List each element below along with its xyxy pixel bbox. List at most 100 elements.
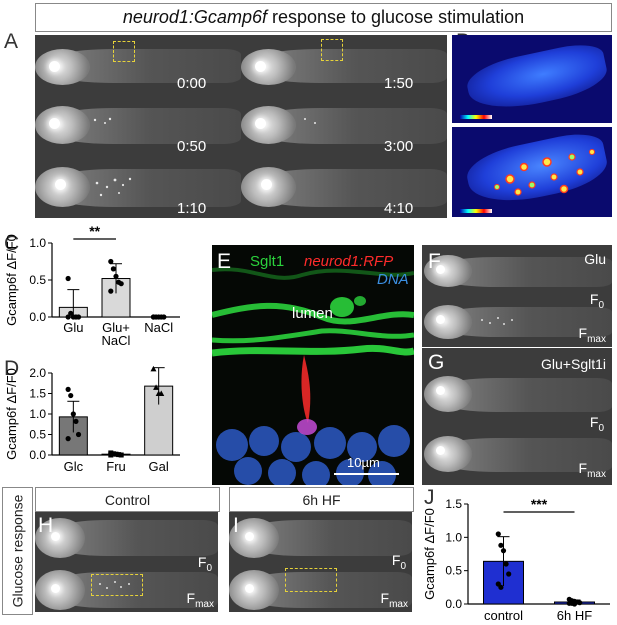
panel-e-image: Sglt1 neurod1:RFP DNA lumen 10µm (212, 245, 414, 485)
scale-bar (334, 473, 399, 475)
y-tick-label: 0.0 (445, 597, 462, 611)
f0-label: F0 (589, 414, 604, 434)
data-point (113, 273, 119, 279)
y-tick-label: 1.0 (445, 530, 462, 544)
fish-tile (241, 35, 447, 96)
roi-box (321, 39, 343, 61)
chart-d: 0.0 0.5 1.0 1.5 2.0 Gcamp6f ΔF/F0 Glc Fru Gal (4, 365, 180, 474)
y-tick-label: 2.0 (29, 366, 46, 380)
x-tick-label: NaCl (144, 320, 173, 335)
data-point (571, 601, 578, 607)
roi-box (113, 41, 135, 62)
y-tick-label: 0.5 (29, 428, 46, 442)
data-point (65, 314, 71, 320)
x-tick-label: 6h HF (557, 608, 592, 623)
roi-box (285, 568, 337, 592)
f0-label: F0 (197, 554, 212, 574)
y-tick-label: 0.5 (29, 273, 46, 287)
title-gene: neurod1:Gcamp6f (122, 7, 267, 27)
title-rest: response to glucose stimulation (266, 7, 525, 27)
panel-label-j: J (424, 486, 435, 509)
data-point (161, 314, 167, 320)
timestamp: 4:10 (384, 200, 414, 217)
timestamp: 0:50 (177, 138, 207, 155)
data-point (75, 431, 82, 438)
header-6h-hf: 6h HF (229, 487, 414, 512)
fmax-label: Fmax (578, 460, 606, 480)
fish-tile (241, 96, 447, 157)
fmax-label: Fmax (380, 590, 408, 610)
data-point (506, 571, 512, 577)
y-tick-label: 0.5 (445, 564, 462, 578)
data-point (65, 386, 71, 392)
header-control: Control (35, 487, 220, 512)
fmax-label: Fmax (578, 325, 606, 345)
data-point (495, 531, 501, 537)
data-point (116, 452, 122, 458)
data-point (150, 365, 157, 372)
significance-label: *** (531, 496, 548, 512)
x-tick-label: Glu+ (102, 320, 130, 335)
data-point (577, 600, 583, 606)
panel-h-image: F0 Fmax (35, 512, 218, 612)
side-label-text: Glucose response (9, 494, 26, 608)
legend-rfp: neurod1:RFP (304, 253, 394, 270)
data-point (498, 584, 504, 590)
y-tick-label: 1.5 (29, 387, 46, 401)
y-tick-label: 1.0 (29, 236, 46, 250)
data-point (110, 266, 116, 272)
fish-tile (35, 35, 241, 96)
y-axis-label: Gcamp6f ΔF/F0 (4, 234, 19, 326)
data-point (70, 411, 76, 417)
y-tick-label: 0.0 (29, 310, 46, 324)
x-tick-label: NaCl (102, 333, 131, 348)
x-tick-label: control (484, 608, 523, 623)
cell-spots (93, 117, 316, 197)
panel-label-c: C (4, 232, 20, 255)
panel-label-d: D (4, 357, 20, 380)
fish-tile (35, 96, 241, 157)
data-point (108, 452, 114, 458)
timestamp: 0:00 (177, 75, 207, 92)
lumen-label: lumen (292, 305, 333, 322)
data-point (75, 314, 82, 320)
significance-label: ** (89, 225, 100, 239)
x-tick-label: Glc (64, 459, 84, 474)
data-point (68, 392, 74, 399)
data-point (110, 451, 116, 457)
x-tick-label: Gal (149, 459, 169, 474)
panel-label-g: G (428, 351, 445, 374)
panel-label-h: H (38, 514, 54, 537)
data-point (498, 542, 504, 548)
data-point (65, 436, 71, 442)
panel-b-heatmap-bottom (452, 127, 612, 217)
data-point (118, 452, 124, 458)
panel-label-e: E (217, 250, 232, 273)
panel-label-i: I (233, 514, 239, 537)
x-tick-label: Fru (106, 459, 126, 474)
condition-label: Glu+Sglt1i (541, 356, 606, 372)
panel-a-image: 0:00 0:50 1:10 1:50 3:00 4:10 (35, 35, 447, 218)
data-point (73, 418, 79, 424)
data-point (68, 310, 74, 316)
panel-label-f: F (428, 250, 441, 273)
fish-tile (241, 157, 447, 218)
data-point (153, 384, 160, 390)
f0-label: F0 (391, 552, 406, 572)
timestamp: 1:50 (384, 75, 414, 92)
y-tick-label: 1.0 (29, 407, 46, 421)
panel-i-image: F0 Fmax (229, 512, 412, 612)
timestamp: 3:00 (384, 138, 414, 155)
y-axis-label: Gcamp6f ΔF/F0 (422, 508, 437, 600)
panel-label-a: A (4, 30, 19, 53)
y-tick-label: 1.5 (445, 497, 462, 511)
roi-box (91, 574, 143, 596)
data-point (158, 390, 165, 396)
data-point (500, 548, 507, 554)
panel-f-image: Glu F0 Fmax (422, 245, 612, 347)
timestamp: 1:10 (177, 200, 207, 217)
figure-title: neurod1:Gcamp6f response to glucose stim… (35, 3, 612, 32)
side-label: Glucose response (2, 487, 33, 615)
panel-b-heatmap-top (452, 35, 612, 123)
